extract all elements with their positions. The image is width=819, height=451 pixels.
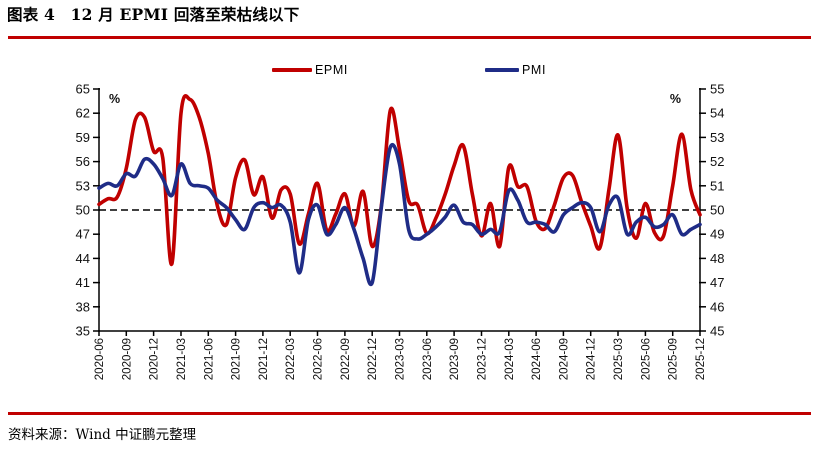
svg-text:2021-03: 2021-03: [176, 338, 188, 380]
svg-text:2024-12: 2024-12: [586, 338, 598, 380]
svg-text:59: 59: [76, 130, 90, 145]
svg-text:38: 38: [76, 299, 90, 314]
figure-title: 图表 4 12 月 EPMI 回落至荣枯线以下: [7, 5, 300, 24]
svg-text:2024-03: 2024-03: [504, 338, 516, 380]
pmi-line-swatch: [485, 67, 519, 72]
x-axis-labels: 2020-06 2020-09 2020-12 2021-03 2021-06 2021-…: [94, 338, 707, 380]
svg-text:2025-06: 2025-06: [640, 338, 652, 380]
svg-text:55: 55: [710, 82, 724, 97]
svg-text:2025-12: 2025-12: [695, 338, 707, 380]
svg-text:47: 47: [76, 227, 90, 242]
svg-text:2022-03: 2022-03: [285, 338, 297, 380]
pmi-line: [97, 142, 702, 287]
svg-text:54: 54: [710, 106, 724, 121]
svg-text:52: 52: [710, 154, 724, 169]
svg-text:2021-06: 2021-06: [203, 338, 215, 380]
svg-text:2025-03: 2025-03: [613, 338, 625, 380]
svg-text:53: 53: [710, 130, 724, 145]
svg-text:2020-06: 2020-06: [94, 338, 106, 380]
svg-text:2023-03: 2023-03: [395, 338, 407, 380]
line-chart: 35 38 41 44 47 50 53 56 59 62 65 45 46 47 48 49 50 51 52 53…: [76, 82, 725, 381]
svg-text:46: 46: [710, 299, 724, 314]
svg-text:50: 50: [76, 203, 90, 218]
svg-text:2023-09: 2023-09: [449, 338, 461, 380]
svg-text:2024-09: 2024-09: [558, 338, 570, 380]
svg-text:2023-12: 2023-12: [477, 338, 489, 380]
svg-text:44: 44: [76, 251, 90, 266]
axes: [93, 88, 706, 336]
svg-text:65: 65: [76, 82, 90, 97]
svg-text:2022-09: 2022-09: [340, 338, 352, 380]
source-note: 资料来源：Wind 中证鹏元整理: [8, 427, 197, 443]
svg-text:2021-12: 2021-12: [258, 338, 270, 380]
svg-text:53: 53: [76, 178, 90, 193]
svg-text:49: 49: [710, 227, 724, 242]
svg-text:62: 62: [76, 106, 90, 121]
epmi-line: [97, 94, 702, 266]
left-axis-unit: %: [109, 92, 120, 106]
svg-text:47: 47: [710, 275, 724, 290]
svg-text:35: 35: [76, 324, 90, 339]
svg-text:41: 41: [76, 275, 90, 290]
svg-text:2020-12: 2020-12: [149, 338, 161, 380]
y-axis-left-labels: 35 38 41 44 47 50 53 56 59 62 65: [76, 82, 90, 339]
svg-text:45: 45: [710, 324, 724, 339]
svg-text:48: 48: [710, 251, 724, 266]
svg-text:2024-06: 2024-06: [531, 338, 543, 380]
svg-text:51: 51: [710, 178, 724, 193]
epmi-legend-label: EPMI: [315, 62, 348, 77]
svg-text:56: 56: [76, 154, 90, 169]
svg-text:2022-12: 2022-12: [367, 338, 379, 380]
legend-item-epmi: EPMI: [272, 62, 348, 77]
svg-text:2021-09: 2021-09: [231, 338, 243, 380]
svg-text:2025-09: 2025-09: [668, 338, 680, 380]
epmi-line-swatch: [272, 67, 312, 72]
svg-text:2022-06: 2022-06: [313, 338, 325, 380]
top-rule: [8, 36, 811, 39]
svg-text:2023-06: 2023-06: [422, 338, 434, 380]
svg-text:50: 50: [710, 203, 724, 218]
pmi-legend-label: PMI: [522, 62, 547, 77]
right-axis-unit: %: [670, 92, 681, 106]
bottom-rule: [8, 412, 811, 415]
svg-text:2020-09: 2020-09: [121, 338, 133, 380]
y-axis-right-labels: 45 46 47 48 49 50 51 52 53 54 55: [710, 82, 724, 339]
legend-item-pmi: PMI: [485, 62, 547, 77]
